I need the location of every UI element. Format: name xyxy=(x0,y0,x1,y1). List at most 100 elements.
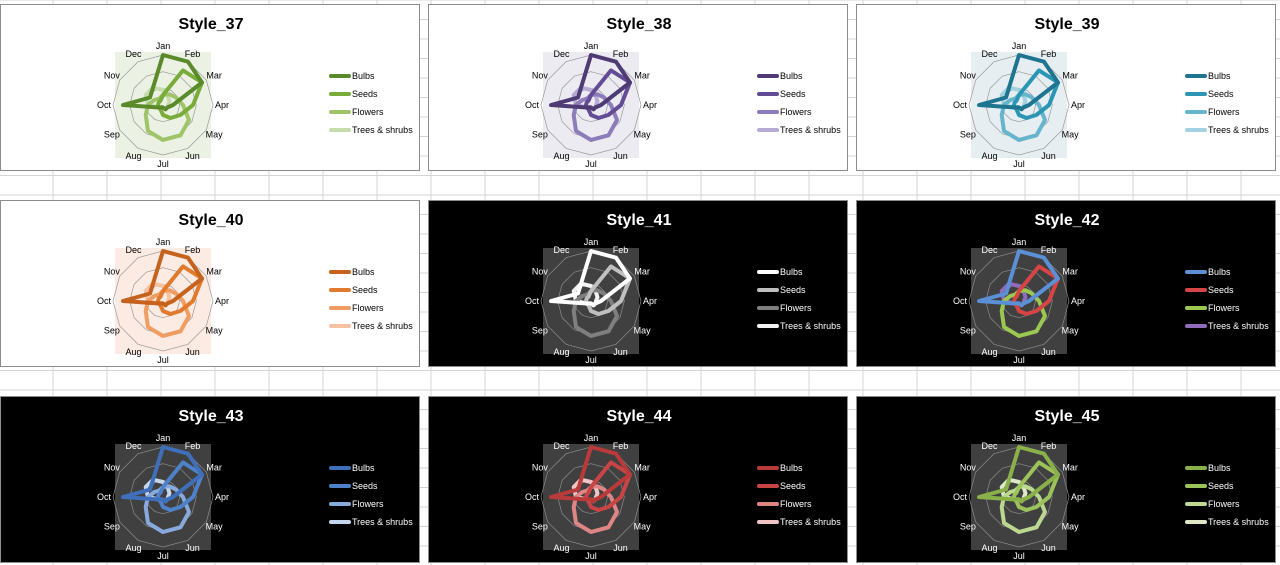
category-label: Oct xyxy=(525,100,540,110)
legend-label: Trees & shrubs xyxy=(780,517,841,527)
chart-style-39[interactable]: Style_39 Jan Feb Mar Apr May Jun Jul Aug Sep Oct No… xyxy=(856,4,1276,171)
category-label: May xyxy=(1062,522,1080,532)
category-label: Dec xyxy=(125,49,142,59)
legend-label: Seeds xyxy=(1208,285,1234,295)
category-label: May xyxy=(1062,326,1080,336)
legend-label: Flowers xyxy=(1208,107,1240,117)
category-label: Sep xyxy=(960,326,976,336)
chart-title: Style_43 xyxy=(179,408,244,425)
category-label: Jan xyxy=(584,433,599,443)
series-flowers-line xyxy=(571,484,619,534)
series-bulbs-line xyxy=(549,53,632,112)
category-label: Dec xyxy=(125,441,142,451)
category-label: May xyxy=(206,326,224,336)
category-label: Feb xyxy=(613,441,629,451)
series-bulbs-line xyxy=(121,53,204,112)
category-label: Dec xyxy=(553,245,570,255)
legend-label: Seeds xyxy=(1208,89,1234,99)
category-label: Dec xyxy=(981,441,998,451)
chart-style-44[interactable]: Style_44 Jan Feb Mar Apr May Jun Jul Aug Sep Oct No… xyxy=(428,396,848,563)
category-label: Sep xyxy=(532,130,548,140)
category-label: Jun xyxy=(1041,151,1056,161)
category-label: Nov xyxy=(532,463,549,473)
category-label: Apr xyxy=(215,296,229,306)
legend-label: Flowers xyxy=(1208,499,1240,509)
category-label: Jun xyxy=(185,347,200,357)
legend-label: Trees & shrubs xyxy=(1208,321,1269,331)
category-label: Jun xyxy=(613,543,628,553)
series-bulbs-line xyxy=(121,249,204,308)
chart-style-40[interactable]: Style_40 Jan Feb Mar Apr May Jun Jul Aug Sep Oct No… xyxy=(0,200,420,367)
chart-style-42[interactable]: Style_42 Jan Feb Mar Apr May Jun Jul Aug Sep Oct No… xyxy=(856,200,1276,367)
radar-gridline xyxy=(968,54,1070,156)
category-label: Feb xyxy=(1041,49,1057,59)
series-flowers-line xyxy=(999,484,1047,534)
chart-style-38[interactable]: Style_38 Jan Feb Mar Apr May Jun Jul Aug Sep Oct No… xyxy=(428,4,848,171)
radar-gridline xyxy=(540,446,642,548)
category-label: Aug xyxy=(125,347,141,357)
legend-label: Flowers xyxy=(780,499,812,509)
category-label: Aug xyxy=(981,151,997,161)
legend-label: Flowers xyxy=(352,499,384,509)
category-label: Oct xyxy=(525,492,540,502)
legend-label: Flowers xyxy=(352,107,384,117)
category-label: Sep xyxy=(104,326,120,336)
legend-label: Flowers xyxy=(780,107,812,117)
category-label: Jun xyxy=(185,543,200,553)
category-label: Apr xyxy=(1071,100,1085,110)
category-label: May xyxy=(634,522,652,532)
category-label: Jun xyxy=(185,151,200,161)
legend-label: Bulbs xyxy=(780,463,803,473)
category-label: Nov xyxy=(960,71,977,81)
category-label: Aug xyxy=(981,543,997,553)
category-label: Oct xyxy=(97,492,112,502)
category-label: Mar xyxy=(206,463,222,473)
legend-label: Seeds xyxy=(352,481,378,491)
category-label: Feb xyxy=(185,441,201,451)
category-label: Oct xyxy=(953,100,968,110)
category-label: Jun xyxy=(1041,347,1056,357)
category-label: May xyxy=(634,130,652,140)
category-label: May xyxy=(206,522,224,532)
chart-title: Style_44 xyxy=(607,408,672,425)
category-label: Oct xyxy=(97,100,112,110)
radar-gridline xyxy=(968,446,1070,548)
category-label: Jul xyxy=(157,159,169,169)
legend-label: Bulbs xyxy=(1208,463,1231,473)
category-label: Jan xyxy=(584,41,599,51)
category-label: Mar xyxy=(1062,463,1078,473)
legend-label: Seeds xyxy=(352,89,378,99)
category-label: Apr xyxy=(215,492,229,502)
category-label: Jul xyxy=(585,551,597,561)
category-label: Jan xyxy=(156,433,171,443)
chart-style-37[interactable]: Style_37 Jan Feb Mar Apr May Jun Jul Aug Sep Oct No… xyxy=(0,4,420,171)
category-label: Jan xyxy=(1012,237,1027,247)
radar-gridline xyxy=(112,54,214,156)
series-bulbs-line xyxy=(977,445,1060,504)
category-label: Mar xyxy=(634,463,650,473)
chart-style-43[interactable]: Style_43 Jan Feb Mar Apr May Jun Jul Aug Sep Oct No… xyxy=(0,396,420,563)
category-label: Jun xyxy=(1041,543,1056,553)
series-bulbs-line xyxy=(549,445,632,504)
category-label: Aug xyxy=(125,151,141,161)
category-label: Mar xyxy=(206,71,222,81)
radar-gridline xyxy=(968,250,1070,352)
category-label: Apr xyxy=(643,100,657,110)
chart-style-45[interactable]: Style_45 Jan Feb Mar Apr May Jun Jul Aug Sep Oct No… xyxy=(856,396,1276,563)
legend-label: Trees & shrubs xyxy=(352,517,413,527)
radar-gridline xyxy=(112,250,214,352)
series-flowers-line xyxy=(571,288,619,338)
category-label: Jan xyxy=(1012,433,1027,443)
category-label: Jan xyxy=(1012,41,1027,51)
chart-style-41[interactable]: Style_41 Jan Feb Mar Apr May Jun Jul Aug Sep Oct No… xyxy=(428,200,848,367)
category-label: Nov xyxy=(104,71,121,81)
radar-gridline xyxy=(112,446,214,548)
legend-label: Trees & shrubs xyxy=(1208,517,1269,527)
legend-label: Bulbs xyxy=(780,267,803,277)
category-label: Aug xyxy=(553,543,569,553)
category-label: Mar xyxy=(206,267,222,277)
legend-label: Seeds xyxy=(1208,481,1234,491)
category-label: Apr xyxy=(1071,492,1085,502)
legend-label: Bulbs xyxy=(352,463,375,473)
category-label: Aug xyxy=(125,543,141,553)
